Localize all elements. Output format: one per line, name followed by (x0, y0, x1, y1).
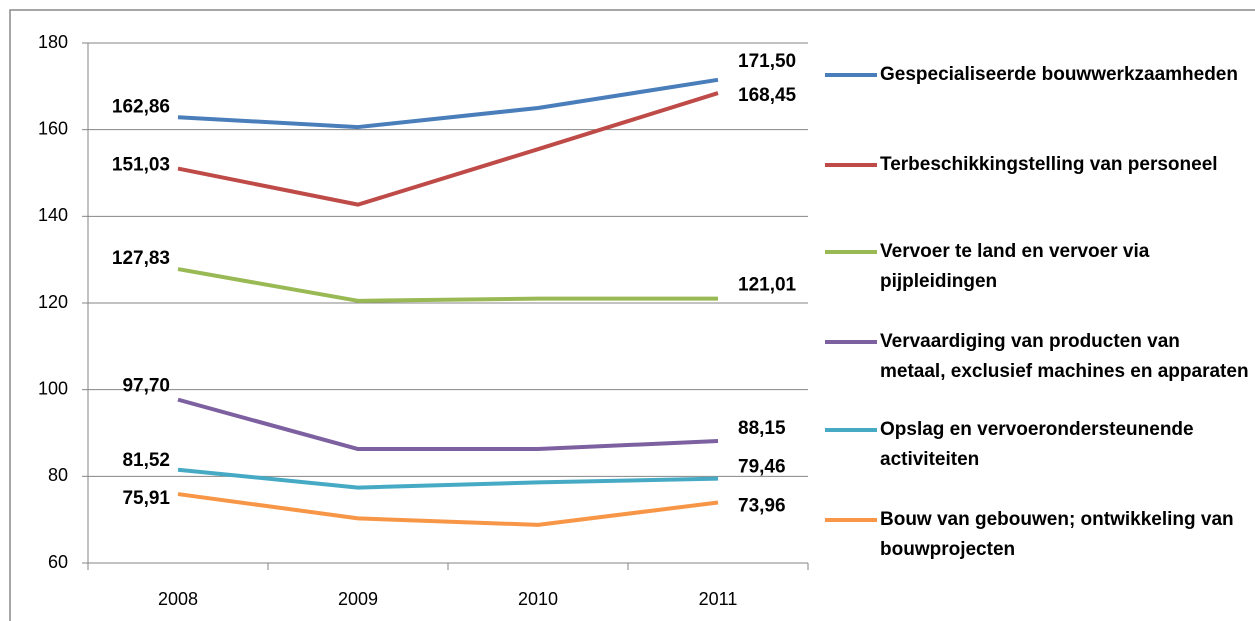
legend-label: Opslag en vervoerondersteunende activite… (880, 419, 1194, 470)
legend-swatch (825, 340, 877, 344)
series-line (177, 267, 719, 303)
data-label: 75,91 (122, 488, 170, 509)
series-line (177, 467, 719, 490)
y-tick-label: 140 (38, 205, 68, 225)
data-label: 81,52 (122, 450, 170, 471)
data-label: 88,15 (738, 418, 786, 439)
data-label: 127,83 (112, 248, 170, 269)
legend-swatch (825, 163, 877, 167)
legend-label: Bouw van gebouwen; ontwikkeling van bouw… (880, 509, 1234, 560)
y-tick-label: 120 (38, 292, 68, 312)
x-tick-label: 2010 (518, 589, 558, 609)
y-tick-label: 100 (38, 378, 68, 398)
y-tick-label: 80 (48, 465, 68, 485)
chart-border (9, 9, 1255, 621)
legend-label: Vervaardiging van producten van metaal, … (880, 331, 1249, 382)
legend-label: Terbeschikkingstelling van personeel (880, 154, 1218, 175)
legend-label: Gespecialiseerde bouwwerkzaamheden (880, 64, 1238, 85)
y-tick-label: 60 (48, 552, 68, 572)
data-label: 73,96 (738, 496, 786, 517)
series-line (177, 492, 719, 527)
series-line (177, 91, 719, 207)
data-label: 121,01 (738, 275, 797, 296)
data-label: 168,45 (738, 85, 797, 106)
y-tick-label: 160 (38, 118, 68, 138)
legend-swatch (825, 518, 877, 522)
legend-swatch (825, 250, 877, 254)
series-line (177, 397, 719, 452)
legend-swatch (825, 428, 877, 432)
series-line (177, 77, 719, 130)
data-label: 79,46 (738, 457, 786, 478)
data-label: 162,86 (112, 96, 170, 117)
x-tick-label: 2011 (699, 589, 738, 609)
data-label: 97,70 (122, 376, 170, 397)
y-tick-label: 180 (38, 32, 68, 52)
x-tick-label: 2009 (338, 589, 378, 609)
legend-swatch (825, 73, 877, 77)
data-label: 171,50 (738, 51, 796, 72)
data-label: 151,03 (112, 155, 170, 176)
x-tick-label: 2008 (158, 589, 198, 609)
legend-label: Vervoer te land en vervoer via pijpleidi… (880, 241, 1150, 292)
